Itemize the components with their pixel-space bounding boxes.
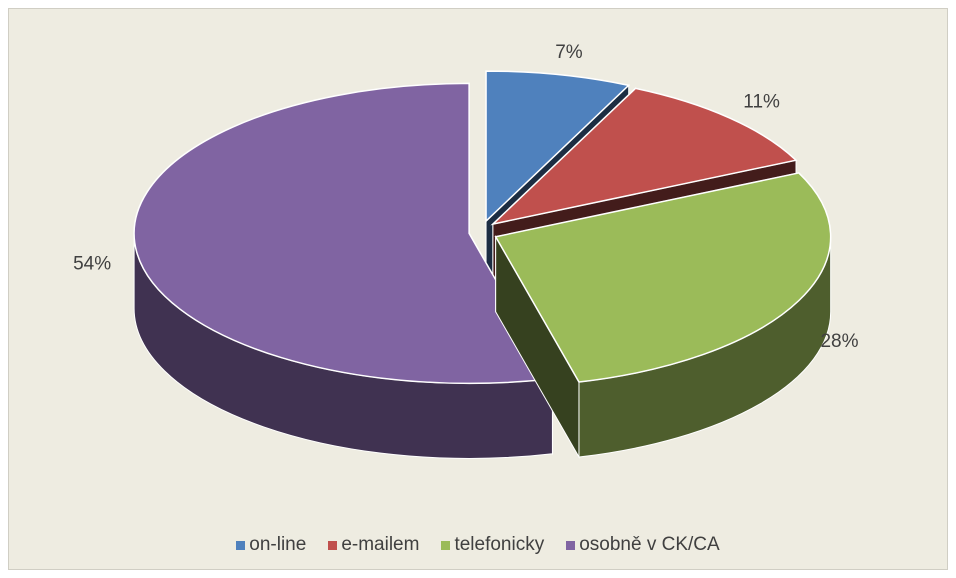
slice bbox=[494, 172, 832, 459]
slice-top bbox=[485, 70, 631, 223]
legend-swatch bbox=[328, 540, 338, 550]
legend-item: osobně v CK/CA bbox=[566, 534, 720, 556]
legend-item: e-mailem bbox=[328, 534, 419, 556]
slice-top bbox=[494, 172, 832, 383]
data-label: 54% bbox=[73, 253, 111, 274]
legend-label: telefonicky bbox=[454, 534, 545, 555]
slice-top bbox=[490, 87, 798, 226]
legend-swatch bbox=[441, 540, 451, 550]
legend: on-line e-mailem telefonicky osobně v CK/CA bbox=[0, 534, 956, 556]
legend-item: on-line bbox=[236, 534, 306, 556]
data-label: 28% bbox=[820, 331, 858, 352]
legend-label: e-mailem bbox=[341, 534, 420, 555]
legend-label: osobně v CK/CA bbox=[579, 534, 720, 555]
slice-top bbox=[133, 82, 554, 385]
slice bbox=[133, 82, 554, 459]
legend-swatch bbox=[236, 540, 246, 550]
legend-label: on-line bbox=[249, 534, 307, 555]
legend-item: telefonicky bbox=[441, 534, 544, 556]
data-label: 7% bbox=[555, 42, 583, 63]
data-label: 11% bbox=[743, 91, 780, 112]
legend-swatch bbox=[566, 540, 576, 550]
